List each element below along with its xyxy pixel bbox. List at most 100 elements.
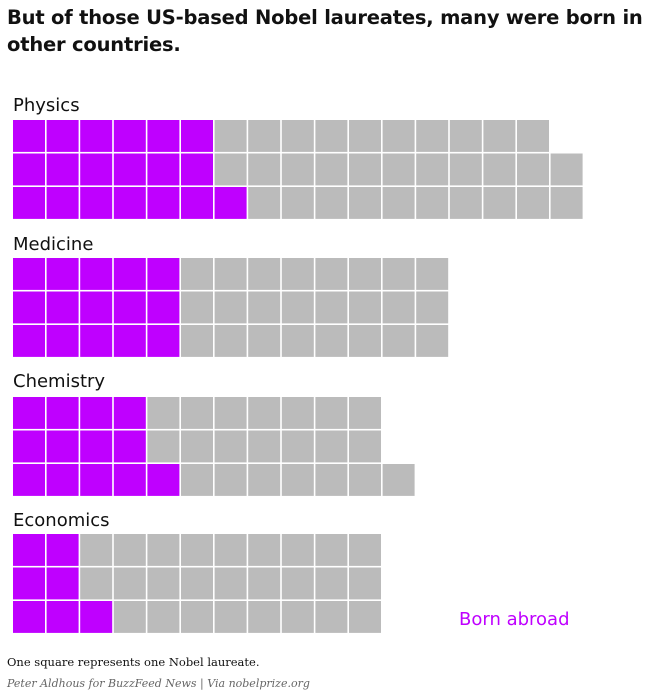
laureate-square: [248, 397, 281, 429]
laureate-square: [382, 153, 415, 186]
laureate-square: [248, 258, 281, 290]
laureate-square: [181, 567, 213, 600]
credit-source: nobelprize.org: [228, 677, 310, 690]
laureate-square-born-abroad: [46, 601, 79, 633]
laureate-square: [281, 601, 314, 633]
laureate-square: [315, 534, 348, 566]
laureate-square-born-abroad: [113, 291, 146, 324]
laureate-square-born-abroad: [113, 187, 146, 219]
laureate-square: [349, 120, 381, 152]
laureate-square: [416, 153, 449, 186]
laureate-square-born-abroad: [13, 291, 45, 324]
laureate-square-born-abroad: [46, 397, 79, 429]
laureate-square-born-abroad: [80, 258, 113, 290]
laureate-square: [315, 464, 348, 496]
laureate-square: [281, 291, 314, 324]
laureate-square: [214, 567, 247, 600]
laureate-square-born-abroad: [80, 397, 113, 429]
laureate-square-born-abroad: [13, 153, 45, 186]
laureate-square: [214, 291, 247, 324]
laureate-square-born-abroad: [147, 258, 180, 290]
laureate-square: [349, 153, 381, 186]
laureate-square-born-abroad: [147, 325, 180, 357]
laureate-square: [181, 464, 213, 496]
laureate-square: [281, 325, 314, 357]
laureate-square-born-abroad: [13, 430, 45, 463]
laureate-square: [248, 430, 281, 463]
laureate-square: [416, 325, 449, 357]
laureate-square-born-abroad: [46, 534, 79, 566]
laureate-square: [214, 120, 247, 152]
group-medicine: Medicine: [13, 234, 449, 357]
laureate-square: [315, 430, 348, 463]
laureate-square-born-abroad: [147, 187, 180, 219]
laureate-square: [80, 567, 113, 600]
laureate-square: [181, 601, 213, 633]
laureate-square: [382, 120, 415, 152]
laureate-square: [214, 325, 247, 357]
laureate-square: [416, 258, 449, 290]
laureate-square: [248, 187, 281, 219]
laureate-square: [315, 601, 348, 633]
laureate-square: [315, 567, 348, 600]
laureate-square: [214, 258, 247, 290]
laureate-square: [281, 534, 314, 566]
group-title: Chemistry: [13, 371, 105, 392]
laureate-square: [382, 291, 415, 324]
laureate-square: [181, 325, 213, 357]
laureate-square-born-abroad: [13, 397, 45, 429]
laureate-square-born-abroad: [80, 601, 113, 633]
laureate-square-born-abroad: [147, 153, 180, 186]
laureate-square: [349, 397, 381, 429]
laureate-square: [248, 325, 281, 357]
laureate-square: [248, 534, 281, 566]
laureate-square: [181, 291, 213, 324]
laureate-square: [113, 601, 146, 633]
laureate-square: [483, 153, 516, 186]
credit-separator: | Via: [196, 677, 229, 690]
chart-groups: Physics Medicine Chemistry Economics: [13, 95, 583, 633]
laureate-square-born-abroad: [113, 258, 146, 290]
laureate-square: [517, 153, 549, 186]
laureate-square: [416, 291, 449, 324]
laureate-square: [315, 397, 348, 429]
laureate-square: [281, 567, 314, 600]
laureate-square: [416, 187, 449, 219]
laureate-square: [449, 187, 482, 219]
laureate-square: [281, 258, 314, 290]
laureate-square-born-abroad: [80, 120, 113, 152]
laureate-square-born-abroad: [80, 464, 113, 496]
laureate-square-born-abroad: [46, 325, 79, 357]
laureate-square: [315, 120, 348, 152]
laureate-square: [449, 120, 482, 152]
laureate-square: [281, 430, 314, 463]
laureate-square: [248, 291, 281, 324]
laureate-square-born-abroad: [46, 120, 79, 152]
laureate-square-born-abroad: [46, 430, 79, 463]
laureate-square-born-abroad: [214, 187, 247, 219]
laureate-square-born-abroad: [80, 291, 113, 324]
laureate-square: [147, 534, 180, 566]
group-title: Economics: [13, 510, 110, 531]
laureate-square: [181, 258, 213, 290]
laureate-square: [517, 120, 549, 152]
laureate-square: [248, 153, 281, 186]
laureate-square: [382, 187, 415, 219]
laureate-square-born-abroad: [113, 325, 146, 357]
laureate-square-born-abroad: [147, 120, 180, 152]
laureate-square-born-abroad: [13, 567, 45, 600]
group-title: Physics: [13, 95, 80, 116]
laureate-square-born-abroad: [46, 258, 79, 290]
laureate-square: [281, 464, 314, 496]
laureate-square: [349, 464, 381, 496]
laureate-square-born-abroad: [13, 601, 45, 633]
laureate-square: [281, 120, 314, 152]
laureate-square-born-abroad: [46, 187, 79, 219]
laureate-square: [248, 567, 281, 600]
laureate-square-born-abroad: [80, 187, 113, 219]
laureate-square-born-abroad: [46, 153, 79, 186]
laureate-square: [349, 258, 381, 290]
laureate-square: [147, 430, 180, 463]
laureate-square-born-abroad: [181, 153, 213, 186]
laureate-square: [416, 120, 449, 152]
